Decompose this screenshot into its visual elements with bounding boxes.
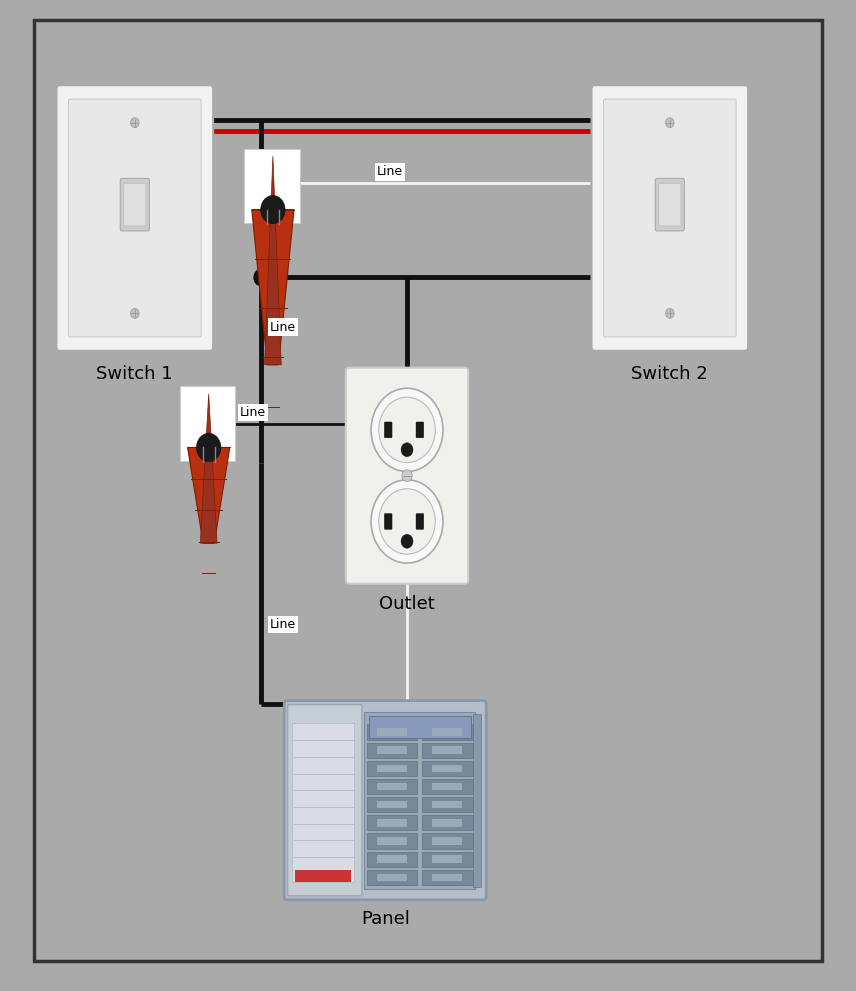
Circle shape <box>130 308 139 318</box>
Text: Line: Line <box>240 406 266 419</box>
Bar <box>422 797 473 813</box>
Bar <box>365 712 475 889</box>
Bar <box>367 851 417 867</box>
Bar <box>292 723 354 882</box>
Text: Line: Line <box>270 320 296 334</box>
Bar <box>432 874 462 881</box>
Circle shape <box>401 443 413 457</box>
Bar <box>377 728 407 735</box>
FancyBboxPatch shape <box>384 422 392 438</box>
FancyBboxPatch shape <box>659 183 681 226</box>
Bar <box>367 870 417 885</box>
Bar <box>432 855 462 863</box>
Bar <box>369 716 471 738</box>
Bar <box>432 765 462 772</box>
Bar <box>377 819 407 826</box>
Bar <box>377 837 407 844</box>
Bar <box>377 746 407 754</box>
Circle shape <box>378 489 435 554</box>
Bar <box>377 783 407 791</box>
Polygon shape <box>265 156 282 365</box>
Bar <box>180 386 235 461</box>
Text: Switch 2: Switch 2 <box>631 365 708 383</box>
Bar <box>432 746 462 754</box>
Bar <box>367 761 417 776</box>
Bar <box>377 765 407 772</box>
Bar <box>377 874 407 881</box>
Polygon shape <box>200 393 217 543</box>
Polygon shape <box>252 210 294 365</box>
FancyBboxPatch shape <box>384 513 392 529</box>
Circle shape <box>371 388 443 472</box>
Bar <box>377 855 407 863</box>
FancyBboxPatch shape <box>346 368 468 584</box>
Bar <box>244 149 300 223</box>
Text: Line: Line <box>270 617 296 631</box>
Circle shape <box>196 433 221 462</box>
Bar <box>367 724 417 739</box>
Bar <box>422 779 473 794</box>
FancyBboxPatch shape <box>288 705 362 896</box>
FancyBboxPatch shape <box>120 178 149 231</box>
Bar <box>295 870 351 882</box>
Bar <box>367 779 417 794</box>
Bar <box>432 728 462 735</box>
FancyBboxPatch shape <box>123 183 146 226</box>
Bar <box>432 837 462 844</box>
Bar <box>377 801 407 809</box>
Circle shape <box>665 118 674 128</box>
Bar <box>367 833 417 848</box>
Bar <box>422 816 473 830</box>
Circle shape <box>401 470 412 482</box>
Circle shape <box>253 269 269 286</box>
Bar <box>367 816 417 830</box>
FancyBboxPatch shape <box>655 178 684 231</box>
Text: Switch 1: Switch 1 <box>96 365 173 383</box>
Bar <box>422 724 473 739</box>
Bar <box>422 851 473 867</box>
FancyBboxPatch shape <box>603 99 736 337</box>
Bar <box>422 833 473 848</box>
Circle shape <box>260 195 285 224</box>
FancyBboxPatch shape <box>68 99 201 337</box>
Bar <box>432 819 462 826</box>
Bar <box>367 742 417 758</box>
FancyBboxPatch shape <box>416 513 424 529</box>
Polygon shape <box>187 448 229 543</box>
Bar <box>422 870 473 885</box>
Bar <box>422 761 473 776</box>
Bar <box>367 797 417 813</box>
FancyBboxPatch shape <box>56 85 213 351</box>
FancyBboxPatch shape <box>591 85 748 351</box>
Bar <box>432 801 462 809</box>
Circle shape <box>665 308 674 318</box>
Circle shape <box>130 118 139 128</box>
Text: Outlet: Outlet <box>378 595 435 612</box>
Text: Line: Line <box>377 165 403 178</box>
Bar <box>422 742 473 758</box>
Circle shape <box>371 480 443 563</box>
Bar <box>432 783 462 791</box>
Bar <box>473 714 481 887</box>
Circle shape <box>401 534 413 548</box>
Text: Panel: Panel <box>360 910 410 928</box>
Circle shape <box>378 397 435 463</box>
FancyBboxPatch shape <box>416 422 424 438</box>
FancyBboxPatch shape <box>284 701 486 900</box>
